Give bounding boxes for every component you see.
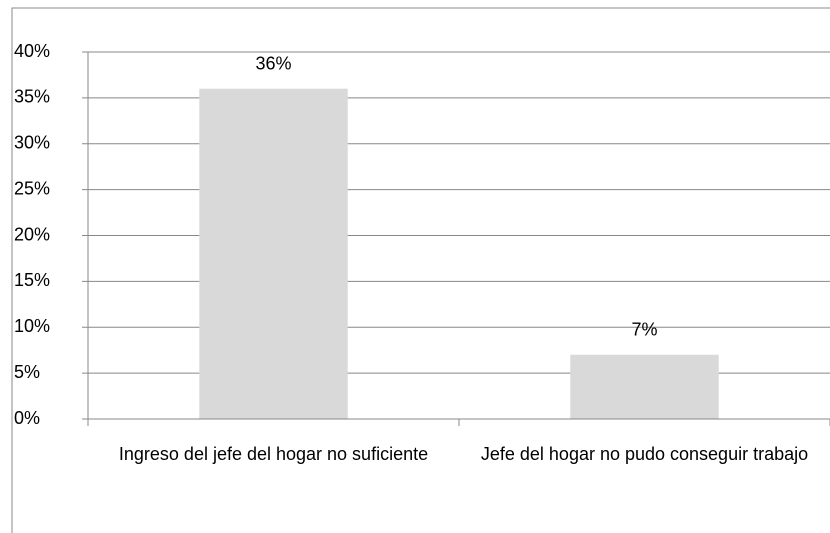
bar — [570, 354, 719, 419]
y-tick-label: 15% — [14, 270, 50, 290]
x-tick-label: Jefe del hogar no pudo conseguir trabajo — [480, 444, 809, 464]
y-tick-label: 20% — [14, 224, 50, 244]
value-label: 36% — [255, 53, 291, 73]
y-tick-label: 40% — [14, 41, 50, 61]
y-tick-label: 10% — [14, 316, 50, 336]
chart-border — [11, 7, 830, 533]
y-tick-label: 0% — [14, 408, 40, 428]
y-tick-label: 35% — [14, 87, 50, 107]
y-tick-label: 5% — [14, 362, 40, 382]
bar — [199, 88, 348, 419]
y-tick-label: 30% — [14, 133, 50, 153]
value-label: 7% — [631, 320, 657, 340]
y-tick-label: 25% — [14, 178, 50, 198]
x-tick-label: Ingreso del jefe del hogar no suficiente — [118, 444, 429, 464]
